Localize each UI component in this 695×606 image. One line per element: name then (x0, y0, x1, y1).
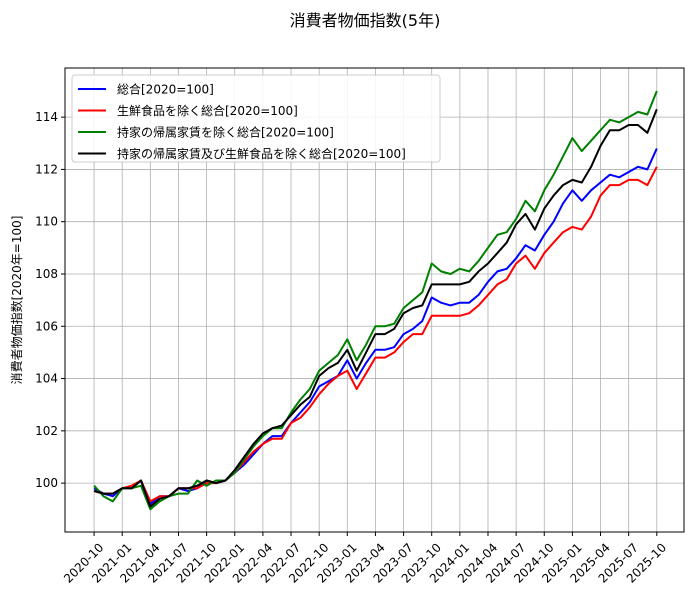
y-tick-label: 102 (35, 424, 58, 438)
y-axis-label: 消費者物価指数[2020年=100] (9, 216, 24, 385)
y-tick-label: 106 (35, 319, 58, 333)
chart-title: 消費者物価指数(5年) (290, 11, 441, 30)
series-line-0 (93, 148, 658, 505)
legend-label-0: 総合[2020=100] (117, 82, 214, 97)
legend-box (71, 74, 441, 163)
legend: 総合[2020=100] 生鮮食品を除く総合[2020=100] 持家の帰属家賃を除… (71, 74, 441, 163)
y-tick-label: 100 (35, 476, 58, 490)
plot-frame (64, 67, 685, 533)
x-axis-ticks: 2020-102021-012021-042021-072021-102022-… (61, 532, 669, 586)
y-tick-label: 104 (35, 372, 58, 386)
y-tick-label: 112 (35, 162, 58, 176)
y-axis-ticks: 100 102 104 106 108 110 112 114 (35, 110, 65, 490)
legend-label-3: 持家の帰属家賃及び生鮮食品を除く総合[2020=100] (117, 146, 406, 161)
y-tick-label: 108 (35, 267, 58, 281)
series-line-2 (93, 90, 658, 511)
y-tick-label: 114 (35, 110, 58, 124)
y-tick-label: 110 (35, 215, 58, 229)
series-line-3 (93, 108, 658, 508)
legend-label-2: 持家の帰属家賃を除く総合[2020=100] (117, 125, 334, 140)
series-lines (93, 90, 658, 511)
legend-label-1: 生鮮食品を除く総合[2020=100] (117, 103, 298, 118)
